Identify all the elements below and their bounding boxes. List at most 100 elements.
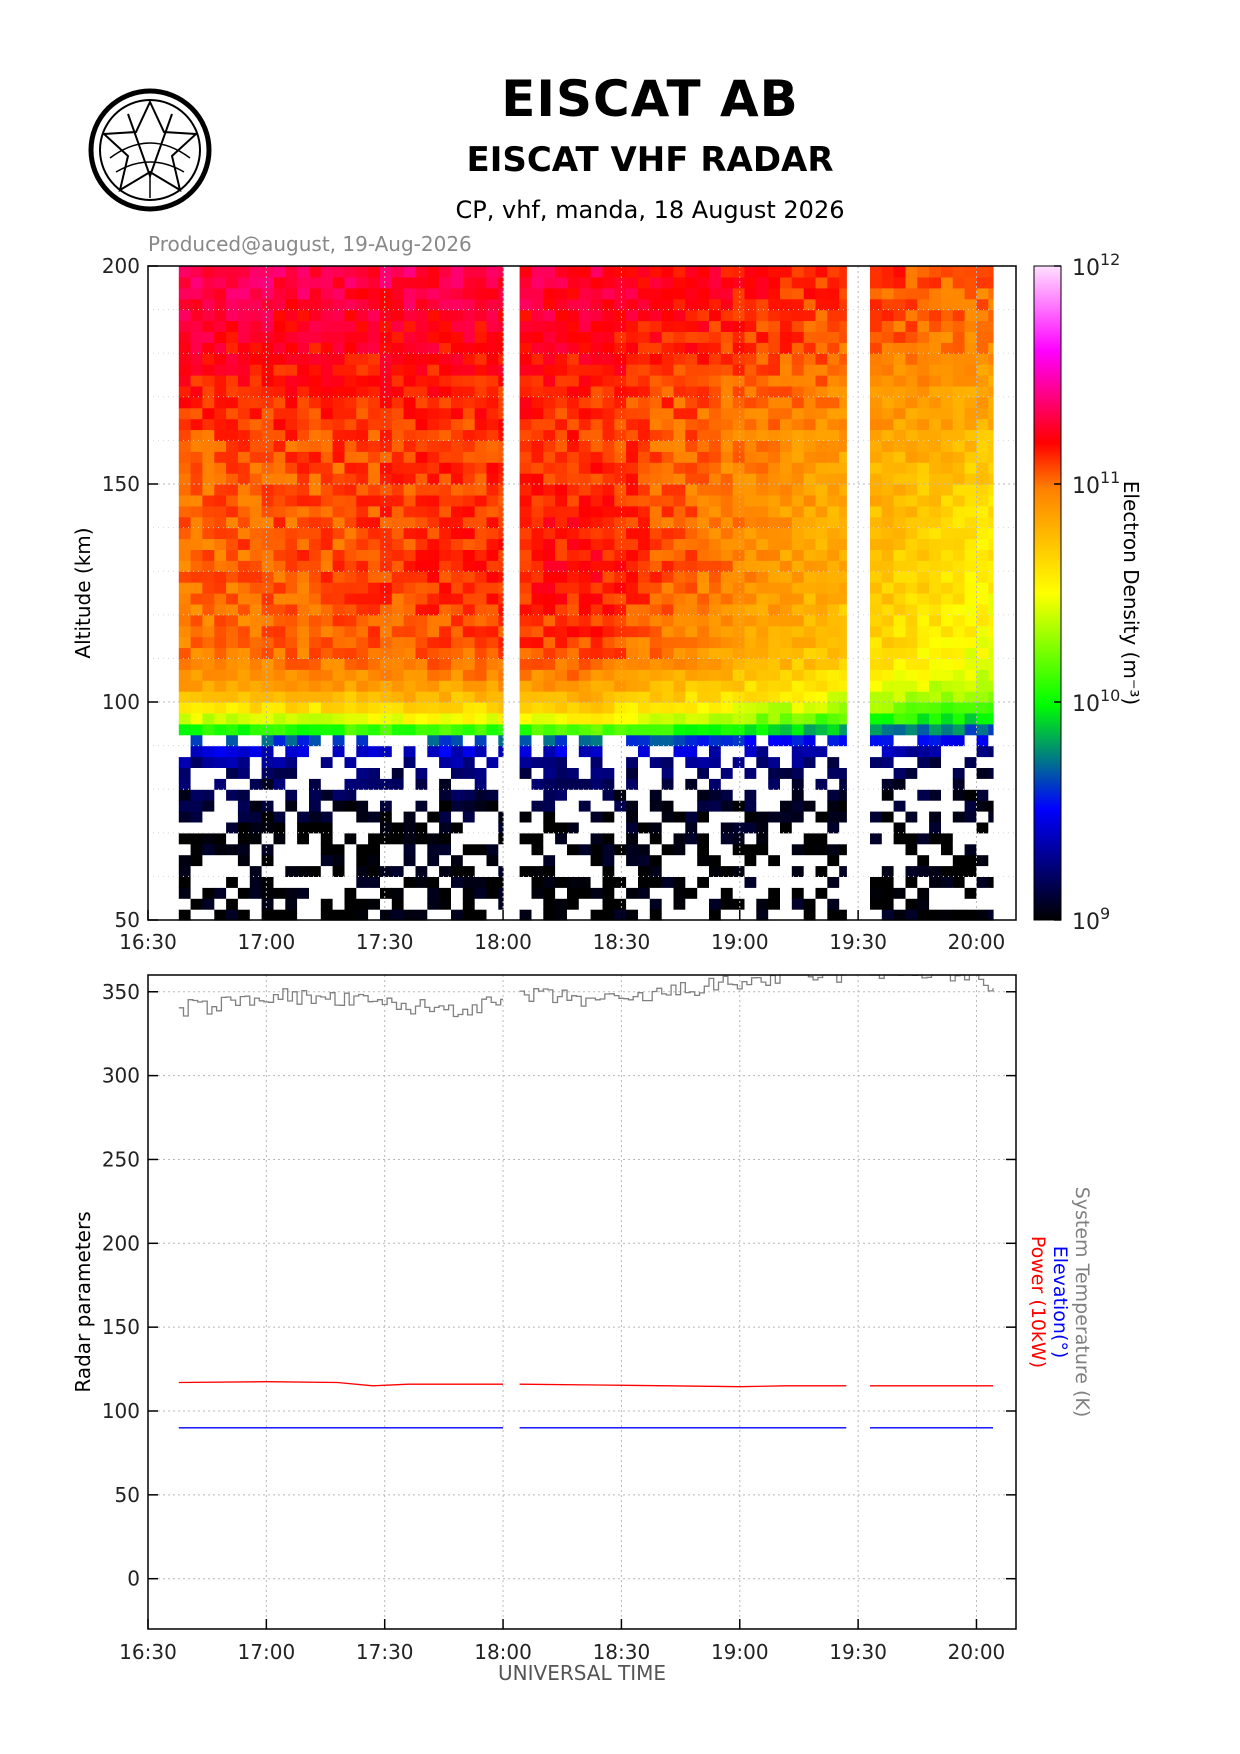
density-cell	[976, 800, 989, 812]
density-cell	[905, 309, 918, 322]
density-cell	[474, 266, 488, 278]
density-cell	[261, 614, 274, 627]
density-cell	[952, 429, 966, 441]
density-cell	[791, 898, 805, 910]
density-cell	[720, 865, 734, 877]
density-cell	[332, 669, 345, 681]
density-cell	[917, 756, 930, 768]
density-cell	[756, 484, 769, 496]
density-cell	[839, 887, 847, 899]
density-cell	[744, 342, 757, 354]
density-cell	[941, 375, 954, 387]
density-cell	[827, 462, 840, 474]
density-cell	[768, 342, 781, 354]
density-cell	[827, 658, 840, 670]
density-cell	[638, 898, 651, 910]
density-cell	[555, 560, 568, 572]
density-cell	[744, 909, 757, 921]
density-cell	[685, 756, 698, 768]
density-cell	[356, 832, 369, 845]
density-cell	[638, 451, 651, 463]
density-cell	[791, 331, 805, 343]
density-cell	[720, 582, 734, 594]
density-cell	[285, 266, 298, 278]
density-cell	[403, 353, 416, 365]
density-cell	[780, 789, 793, 801]
density-cell	[917, 669, 930, 681]
density-cell	[391, 811, 405, 823]
density-cell	[297, 789, 310, 801]
density-cell	[744, 800, 757, 812]
density-cell	[543, 549, 556, 561]
density-cell	[486, 560, 499, 572]
density-cell	[285, 331, 298, 343]
density-cell	[697, 625, 710, 638]
density-cell	[309, 560, 322, 572]
density-cell	[451, 614, 464, 627]
density-cell	[803, 887, 817, 899]
density-cell	[261, 767, 274, 779]
density-cell	[661, 821, 675, 834]
density-cell	[214, 440, 227, 452]
density-cell	[720, 298, 734, 311]
density-cell	[756, 680, 769, 692]
density-cell	[427, 505, 440, 518]
density-cell	[976, 702, 989, 714]
density-cell	[929, 712, 942, 725]
density-cell	[415, 505, 428, 518]
radar-x-tick-label: 20:00	[948, 1640, 1006, 1664]
density-cell	[614, 309, 627, 322]
density-cell	[744, 494, 757, 507]
density-cell	[661, 636, 675, 649]
density-cell	[320, 505, 334, 518]
density-cell	[531, 549, 544, 561]
density-cell	[320, 909, 334, 921]
density-cell	[261, 320, 274, 332]
density-cell	[732, 276, 746, 289]
density-cell	[368, 800, 381, 812]
density-cell	[474, 320, 488, 332]
density-cell	[320, 821, 334, 834]
density-cell	[403, 603, 416, 616]
density-cell	[578, 407, 592, 420]
density-cell	[344, 484, 357, 496]
density-cell	[474, 527, 488, 540]
density-cell	[519, 702, 532, 714]
density-cell	[602, 832, 615, 845]
density-cell	[439, 756, 452, 768]
density-cell	[827, 854, 840, 867]
density-cell	[905, 745, 918, 758]
density-cell	[964, 266, 977, 278]
density-cell	[803, 614, 817, 627]
density-cell	[498, 636, 504, 649]
density-cell	[285, 800, 298, 812]
density-cell	[261, 385, 274, 398]
density-cell	[237, 636, 251, 649]
density-cell	[297, 418, 310, 431]
density-cell	[578, 702, 592, 714]
density-cell	[226, 876, 239, 888]
density-cell	[602, 887, 615, 899]
density-cell	[881, 484, 895, 496]
density-cell	[929, 287, 942, 300]
density-cell	[451, 702, 464, 714]
density-cell	[486, 276, 499, 289]
density-cell	[368, 811, 381, 823]
density-cell	[893, 276, 906, 289]
density-cell	[661, 287, 675, 300]
density-cell	[309, 636, 322, 649]
density-cell	[952, 582, 966, 594]
density-cell	[380, 811, 393, 823]
density-cell	[285, 276, 298, 289]
density-cell	[391, 538, 405, 550]
density-cell	[415, 484, 428, 496]
density-cell	[988, 331, 994, 343]
density-cell	[356, 723, 369, 736]
density-cell	[214, 538, 227, 550]
density-cell	[531, 876, 544, 888]
density-cell	[178, 516, 192, 529]
density-cell	[285, 821, 298, 834]
density-cell	[531, 593, 544, 605]
density-cell	[439, 843, 452, 856]
density-cell	[202, 375, 215, 387]
